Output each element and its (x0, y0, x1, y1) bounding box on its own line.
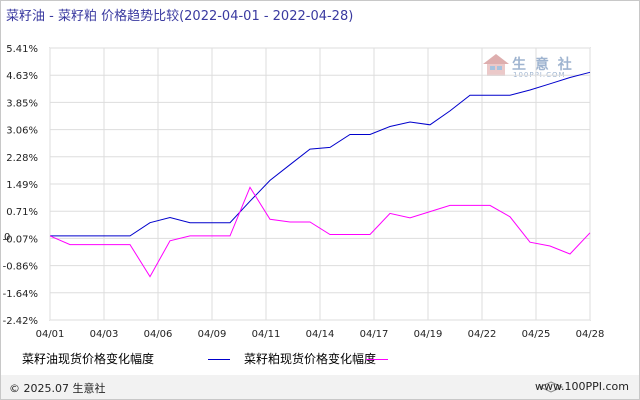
chart-title: 菜籽油 - 菜籽粕 价格趋势比较(2022-04-01 - 2022-04-28… (6, 9, 354, 24)
y-tick-label: 1.49% (6, 180, 38, 191)
legend-label-meal: 菜籽粕现货价格变化幅度 (244, 352, 377, 366)
x-tick-label: 04/19 (414, 329, 443, 340)
x-tick-label: 04/25 (522, 329, 551, 340)
y-tick-label: 4.63% (6, 71, 38, 82)
site-logo-icon (539, 381, 563, 393)
y-tick-label: 3.06% (6, 126, 38, 137)
y-tick-label: 0.71% (6, 207, 38, 218)
x-tick-label: 04/22 (468, 329, 497, 340)
x-tick-label: 04/01 (36, 329, 65, 340)
x-tick-label: 04/28 (576, 329, 605, 340)
watermark-brand: 生 意 社 (512, 57, 574, 73)
y-tick-label: -0.86% (3, 262, 38, 273)
y-tick-label: -2.42% (3, 316, 38, 327)
y-tick-label: -0.07% (3, 234, 38, 245)
series-line-1 (49, 186, 591, 278)
x-tick-label: 04/17 (360, 329, 389, 340)
grid (49, 47, 591, 321)
x-tick-label: 04/06 (144, 329, 173, 340)
x-axis-labels: 04/01 04/03 04/06 04/09 04/11 04/14 04/17 04/19… (36, 329, 605, 340)
y-tick-label: -1.64% (3, 289, 38, 300)
y-tick-label: 3.85% (6, 98, 38, 109)
series-line-0 (50, 71, 591, 237)
site-url[interactable]: www.100PPI.com (535, 380, 629, 393)
legend-swatch-oil (208, 359, 230, 360)
x-tick-label: 04/11 (252, 329, 281, 340)
y-tick-label: 5.41% (6, 44, 38, 55)
series-lines (49, 71, 591, 278)
copyright-text: © 2025.07 生意社 (9, 382, 106, 395)
legend-label-oil: 菜籽油现货价格变化幅度 (22, 352, 155, 366)
y-axis-labels: 5.41% 4.63% 3.85% 3.06% 2.28% 1.49% 0.71% -0.07… (3, 44, 38, 327)
y-tick-label: 2.28% (6, 153, 38, 164)
x-tick-label: 04/03 (90, 329, 119, 340)
y-zero-label: 0 (4, 232, 10, 243)
legend-swatch-meal (366, 359, 388, 360)
house-icon (483, 54, 509, 76)
x-tick-label: 04/14 (306, 329, 335, 340)
x-tick-label: 04/09 (198, 329, 227, 340)
footer-bar: © 2025.07 生意社 www.100PPI.com (1, 375, 639, 399)
